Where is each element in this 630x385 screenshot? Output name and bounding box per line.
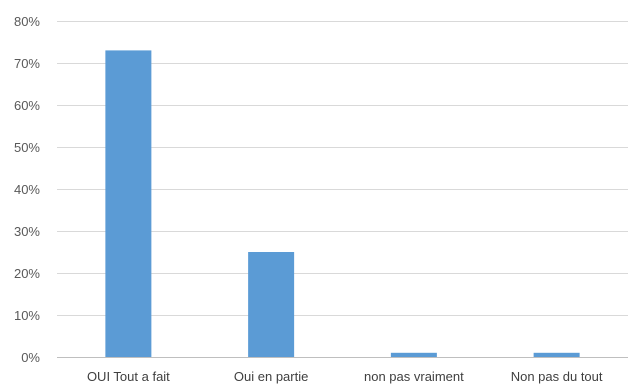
y-tick-label: 80%	[14, 14, 40, 29]
x-category-label: Oui en partie	[234, 369, 308, 384]
x-axis-category-labels: OUI Tout a fait Oui en partie non pas vrai…	[87, 369, 603, 384]
x-category-label: non pas vraiment	[364, 369, 464, 384]
y-tick-label: 10%	[14, 308, 40, 323]
y-tick-label: 40%	[14, 182, 40, 197]
bar-0	[105, 50, 152, 358]
y-tick-label: 50%	[14, 140, 40, 155]
bar-2	[390, 352, 437, 357]
bar-3	[533, 352, 580, 357]
bars	[105, 50, 580, 358]
bar-1	[248, 252, 295, 357]
y-tick-label: 60%	[14, 98, 40, 113]
x-category-label: OUI Tout a fait	[87, 369, 170, 384]
y-tick-label: 20%	[14, 266, 40, 281]
x-category-label: Non pas du tout	[511, 369, 603, 384]
gridlines	[57, 21, 628, 316]
y-axis-tick-labels: 0% 10% 20% 30% 40% 50% 60% 70% 80%	[14, 14, 40, 365]
y-tick-label: 70%	[14, 56, 40, 71]
y-tick-label: 30%	[14, 224, 40, 239]
y-tick-label: 0%	[21, 350, 40, 365]
